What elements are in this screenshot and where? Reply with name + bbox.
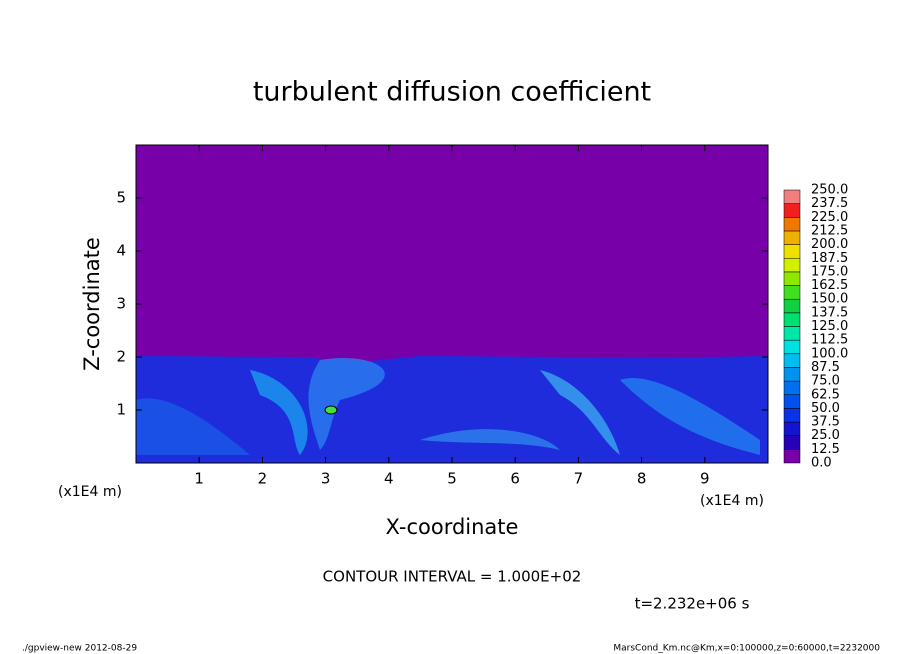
colorbar-band bbox=[783, 244, 801, 259]
y-tick-label: 5 bbox=[116, 189, 126, 207]
field-swirl bbox=[136, 398, 250, 455]
x-tick-label: 5 bbox=[447, 470, 457, 488]
x-tick-label: 7 bbox=[574, 470, 584, 488]
colorbar-band bbox=[783, 421, 801, 436]
colorbar-label: 75.0 bbox=[811, 374, 840, 389]
colorbar-label: 225.0 bbox=[811, 210, 848, 225]
colorbar-band bbox=[783, 408, 801, 423]
colorbar-band bbox=[783, 435, 801, 450]
colorbar-label: 37.5 bbox=[811, 415, 840, 430]
x-tick-label: 9 bbox=[700, 470, 710, 488]
colorbar-label: 250.0 bbox=[811, 183, 848, 198]
footer-right: MarsCond_Km.nc@Km,x=0:100000,z=0:60000,t… bbox=[613, 644, 880, 654]
time-label: t=2.232e+06 s bbox=[635, 595, 750, 613]
field-swirl bbox=[308, 358, 385, 450]
colorbar-label: 187.5 bbox=[811, 251, 848, 266]
colorbar-band bbox=[783, 217, 801, 232]
colorbar-band bbox=[783, 326, 801, 341]
colorbar-band bbox=[783, 271, 801, 286]
colorbar-label: 100.0 bbox=[811, 346, 848, 361]
colorbar-band bbox=[783, 230, 801, 245]
colorbar-label: 137.5 bbox=[811, 305, 848, 320]
colorbar-band bbox=[783, 367, 801, 382]
colorbar-label: 175.0 bbox=[811, 264, 848, 279]
x-unit-label: (x1E4 m) bbox=[58, 484, 122, 500]
colorbar-label: 62.5 bbox=[811, 387, 840, 402]
field-swirl bbox=[620, 378, 760, 455]
y-axis-label: Z-coordinate bbox=[80, 237, 104, 371]
chart-title: turbulent diffusion coefficient bbox=[253, 77, 651, 108]
colorbar-band bbox=[783, 394, 801, 409]
footer-left: ./gpview-new 2012-08-29 bbox=[22, 644, 137, 654]
y-tick-label: 3 bbox=[116, 295, 126, 313]
colorbar-band bbox=[783, 203, 801, 218]
y-tick-label: 2 bbox=[116, 348, 126, 366]
field-swirl bbox=[420, 429, 560, 450]
colorbar-label: 112.5 bbox=[811, 333, 848, 348]
colorbar-label: 25.0 bbox=[811, 428, 840, 443]
colorbar-band bbox=[783, 339, 801, 355]
colorbar-label: 12.5 bbox=[811, 442, 840, 457]
colorbar-label: 150.0 bbox=[811, 292, 848, 307]
colorbar-label: 0.0 bbox=[811, 456, 832, 471]
annotation: CONTOUR INTERVAL = 1.000E+02 bbox=[323, 568, 582, 586]
colorbar-band bbox=[783, 449, 801, 464]
colorbar-label: 125.0 bbox=[811, 319, 848, 334]
y-tick-label: 1 bbox=[116, 401, 126, 419]
field-swirl bbox=[250, 370, 308, 455]
colorbar-band bbox=[783, 298, 801, 314]
x-tick-label: 1 bbox=[194, 470, 204, 488]
field bbox=[136, 145, 768, 463]
colorbar-label: 162.5 bbox=[811, 278, 848, 293]
colorbar-band bbox=[783, 285, 801, 300]
x-tick-label: 8 bbox=[637, 470, 647, 488]
y-tick-label: 4 bbox=[116, 242, 126, 260]
colorbar-label: 50.0 bbox=[811, 401, 840, 416]
colorbar-label: 237.5 bbox=[811, 196, 848, 211]
colorbar-band bbox=[783, 312, 801, 327]
colorbar-label: 87.5 bbox=[811, 360, 840, 375]
x-axis-label: X-coordinate bbox=[386, 515, 519, 539]
colorbar-band bbox=[783, 380, 801, 396]
x-tick-label: 3 bbox=[321, 470, 331, 488]
colorbar-band bbox=[783, 189, 801, 204]
x-tick-label: 4 bbox=[384, 470, 394, 488]
colorbar-band bbox=[783, 353, 801, 368]
field-swirl bbox=[540, 370, 620, 455]
colorbar-band bbox=[783, 258, 801, 273]
field-contour bbox=[324, 405, 338, 415]
x-tick-label: 6 bbox=[510, 470, 520, 488]
x-unit-label: (x1E4 m) bbox=[700, 493, 764, 509]
x-tick-label: 2 bbox=[258, 470, 268, 488]
colorbar-label: 200.0 bbox=[811, 237, 848, 252]
colorbar-label: 212.5 bbox=[811, 223, 848, 238]
